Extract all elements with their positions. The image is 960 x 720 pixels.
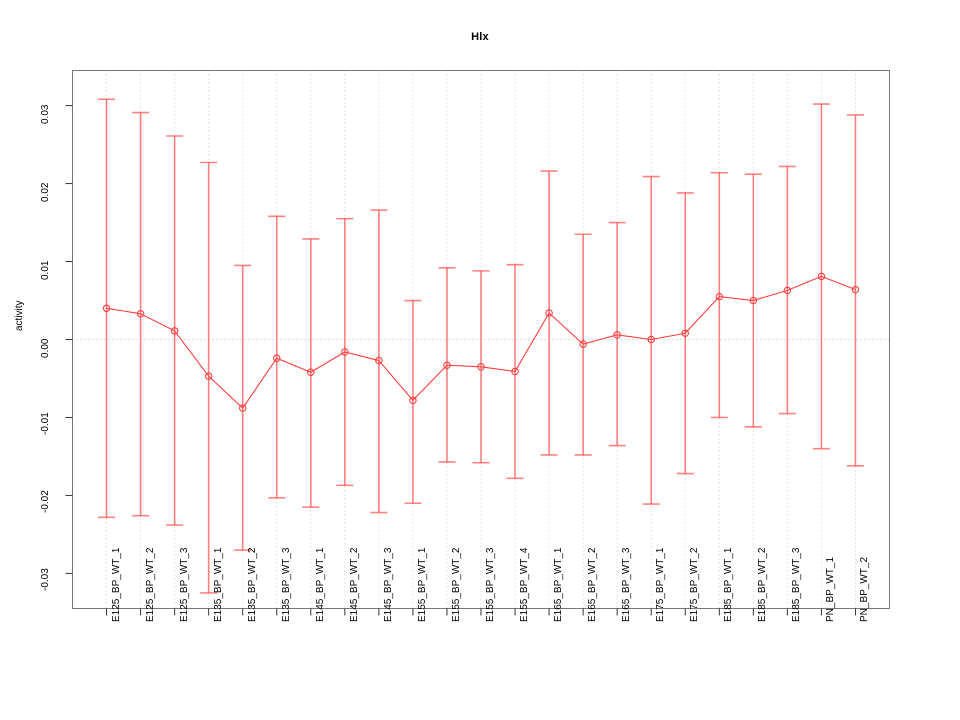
data-point-marker: [851, 285, 860, 294]
y-tick-label: 0.01: [40, 260, 51, 280]
data-point-marker: [136, 310, 145, 318]
x-tick-label: E135_BP_WT_2: [246, 547, 258, 622]
x-tick-label: E155_BP_WT_2: [450, 547, 462, 622]
data-point-marker: [204, 372, 213, 380]
x-tick-label: E175_BP_WT_2: [689, 547, 701, 622]
x-tick-label: E135_BP_WT_3: [280, 547, 292, 622]
x-tick-label: E125_BP_WT_3: [178, 547, 190, 622]
axis-ticks: [65, 105, 856, 616]
data-point-marker: [272, 354, 281, 362]
data-point-marker: [170, 327, 179, 335]
y-tick-label: 0.03: [40, 104, 51, 124]
y-tick-label: 0.02: [40, 182, 51, 202]
data-point-marker: [375, 356, 383, 365]
x-tick-label: E155_BP_WT_4: [519, 547, 531, 622]
x-tick-label: E125_BP_WT_2: [144, 547, 156, 622]
data-markers: [102, 272, 860, 412]
y-tick-label: -0.02: [40, 490, 51, 514]
data-point-marker: [647, 335, 655, 344]
x-tick-label: E155_BP_WT_1: [416, 547, 428, 622]
x-tick-label: E185_BP_WT_2: [757, 547, 769, 622]
chart-title: Hlx: [471, 31, 489, 43]
y-tick-label: -0.03: [40, 568, 51, 592]
data-point-marker: [579, 340, 587, 348]
x-tick-label: PN_BP_WT_2: [859, 556, 871, 622]
x-tick-label: E175_BP_WT_1: [655, 547, 667, 622]
data-point-marker: [749, 296, 758, 305]
x-tick-label: E145_BP_WT_2: [348, 547, 360, 622]
y-tick-label: -0.01: [40, 412, 51, 436]
x-tick-label: E185_BP_WT_1: [723, 547, 735, 622]
data-point-marker: [715, 292, 724, 301]
data-point-marker: [681, 329, 689, 338]
y-tick-label: 0.00: [40, 338, 51, 358]
data-point-marker: [783, 286, 792, 295]
x-tick-label: E165_BP_WT_3: [621, 547, 633, 622]
data-point-marker: [613, 331, 621, 339]
data-point-marker: [341, 348, 349, 356]
x-tick-label: E145_BP_WT_3: [382, 547, 394, 622]
data-point-marker: [307, 368, 315, 376]
x-tick-label: E135_BP_WT_1: [212, 547, 224, 622]
x-tick-label: E185_BP_WT_3: [791, 547, 803, 622]
data-point-marker: [511, 367, 519, 376]
data-point-marker: [817, 272, 826, 281]
data-point-marker: [238, 404, 247, 412]
x-tick-label: E165_BP_WT_2: [587, 547, 599, 622]
x-tick-label: E145_BP_WT_1: [314, 547, 326, 622]
data-point-marker: [102, 304, 111, 313]
x-tick-label: E155_BP_WT_3: [485, 547, 496, 622]
data-point-marker: [443, 361, 451, 369]
data-point-marker: [545, 309, 553, 317]
x-tick-label: E125_BP_WT_1: [110, 547, 122, 622]
x-tick-label: PN_BP_WT_1: [825, 556, 837, 622]
x-tick-label: E165_BP_WT_1: [553, 547, 565, 622]
data-point-marker: [409, 396, 417, 405]
data-point-marker: [477, 363, 485, 371]
data-line: [106, 275, 856, 409]
